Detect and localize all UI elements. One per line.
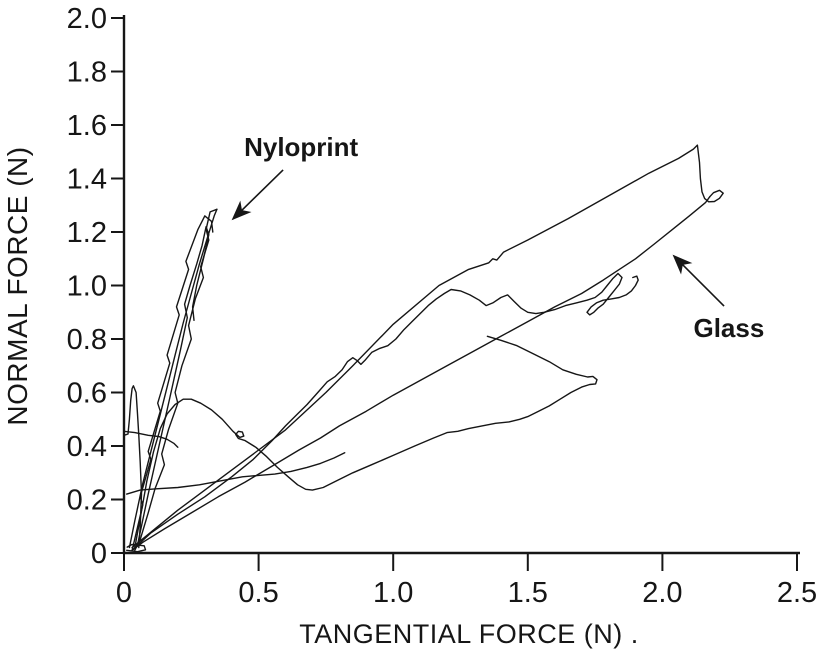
y-tick-label: 2.0 [67,3,107,35]
trace-glass-noisy [131,272,639,551]
data-traces [123,144,724,553]
y-tick-label: 1.4 [67,164,107,196]
y-tick-label: 1.0 [67,271,107,303]
trace-left-spike [123,385,143,549]
glass-arrow [672,254,725,307]
x-tick-label: 0.5 [238,577,278,609]
axis-lines [122,15,800,555]
x-tick-label: 1.0 [373,577,413,609]
trace-origin-loop [125,543,147,553]
annotation-label-nyloprint: Nyloprint [244,132,358,162]
annotation-label-glass: Glass [693,313,764,343]
x-tick-label: 2.5 [777,577,817,609]
trace-glass-low-flat [125,452,346,495]
y-tick-label: 1.8 [67,57,107,89]
axes: 0 0.2 0.4 0.6 0.8 1.0 1.2 1.4 1.6 1.8 2.0 0 0.5 1.0 1.… [67,3,817,609]
annotations: Nyloprint Glass [231,132,764,343]
trace-left-flat [123,430,179,448]
y-tick-label: 0.6 [67,378,107,410]
trace-glass-hump-loop [134,335,598,549]
trace-nyloprint-midloop [136,225,210,546]
x-tick-label: 1.5 [508,577,548,609]
x-tick-label: 2.0 [642,577,682,609]
x-axis-title: TANGENTIAL FORCE (N) . [299,619,639,649]
trace-glass-outer-return [131,195,711,551]
y-tick-label: 0.4 [67,431,107,463]
y-tick-label: 0.2 [67,485,107,517]
x-tick-label: 0 [116,577,132,609]
trace-glass-outer-load [131,144,724,549]
nyloprint-arrow [231,169,284,221]
y-tick-label: 0 [91,538,107,570]
y-tick-label: 0.8 [67,324,107,356]
y-tick-label: 1.6 [67,110,107,142]
y-tick-label: 1.2 [67,217,107,249]
y-axis-title: NORMAL FORCE (N) [2,146,33,425]
trace-nyloprint-zigzag [131,215,214,551]
